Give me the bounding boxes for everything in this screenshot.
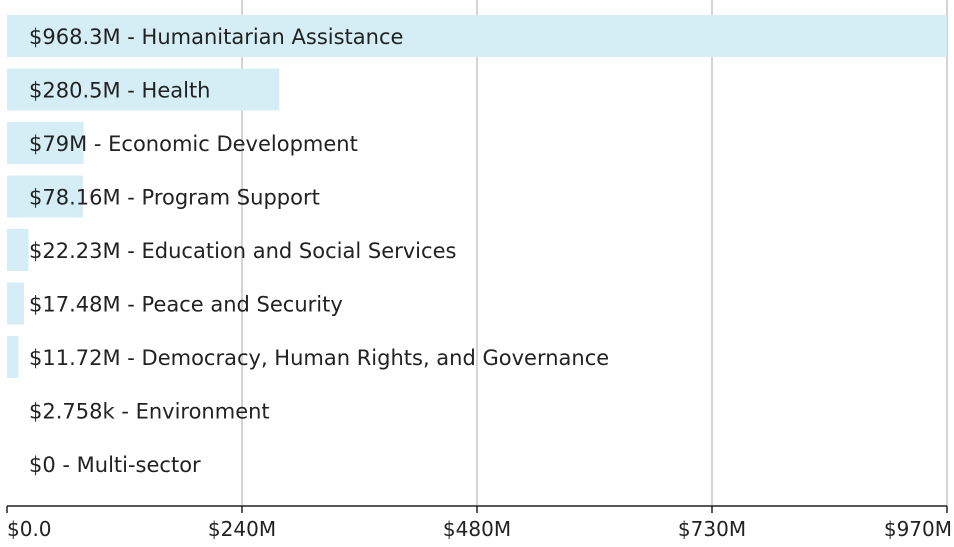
bar (7, 336, 18, 378)
bar-label: $17.48M - Peace and Security (29, 293, 343, 317)
x-tick-label: $480M (443, 517, 511, 541)
x-tick-label: $240M (208, 517, 276, 541)
x-tick-label: $0.0 (7, 517, 52, 541)
bar (7, 229, 29, 271)
x-tick-label: $730M (678, 517, 746, 541)
bar-label: $78.16M - Program Support (29, 186, 320, 210)
x-tick-label: $970M (884, 517, 952, 541)
bar-label: $0 - Multi-sector (29, 453, 201, 477)
bar-label: $968.3M - Humanitarian Assistance (29, 25, 403, 49)
bar-label: $280.5M - Health (29, 79, 210, 103)
bar-label: $11.72M - Democracy, Human Rights, and G… (29, 346, 609, 370)
bar (7, 283, 24, 325)
bar-label: $22.23M - Education and Social Services (29, 239, 456, 263)
bar-label: $79M - Economic Development (29, 132, 358, 156)
bar-label: $2.758k - Environment (29, 400, 270, 424)
